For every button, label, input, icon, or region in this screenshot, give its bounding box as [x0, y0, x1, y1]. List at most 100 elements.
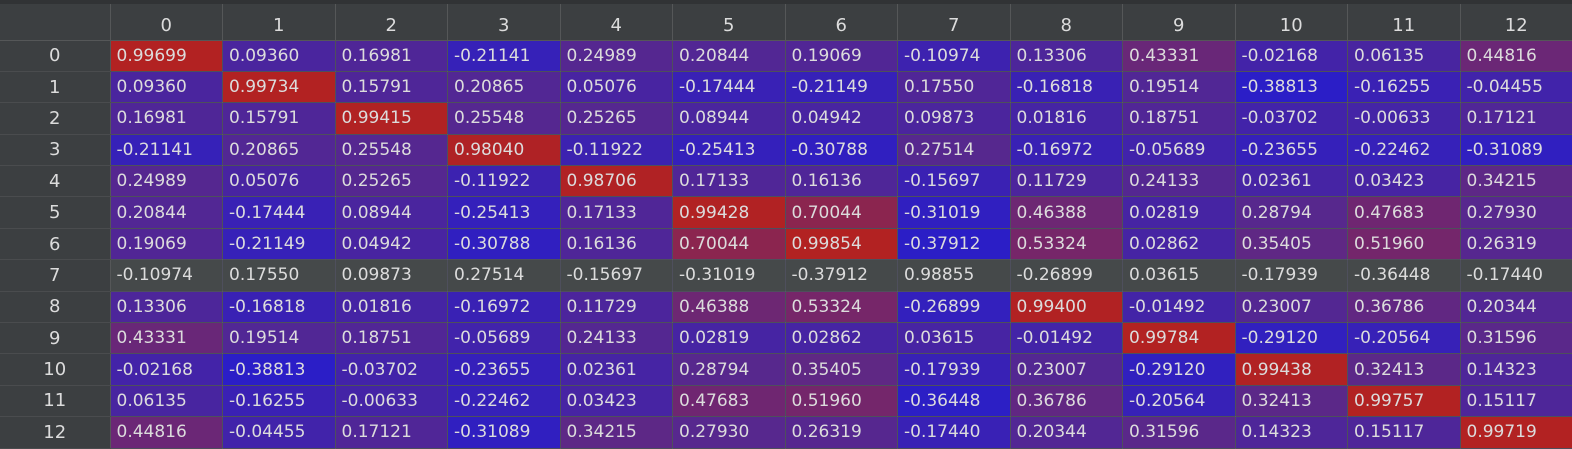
- cell-7-7[interactable]: 0.98855: [897, 259, 1011, 292]
- row-header-5[interactable]: 5: [0, 196, 111, 229]
- column-header-11[interactable]: 11: [1347, 4, 1461, 41]
- cell-4-0[interactable]: 0.24989: [110, 165, 223, 198]
- cell-9-8[interactable]: -0.01492: [1010, 322, 1123, 355]
- cell-9-12[interactable]: 0.31596: [1460, 322, 1572, 355]
- cell-10-9[interactable]: -0.29120: [1122, 353, 1236, 386]
- cell-8-6[interactable]: 0.53324: [785, 291, 898, 324]
- column-header-1[interactable]: 1: [222, 4, 336, 41]
- cell-2-5[interactable]: 0.08944: [672, 102, 786, 135]
- cell-9-11[interactable]: -0.20564: [1347, 322, 1461, 355]
- cell-11-1[interactable]: -0.16255: [222, 385, 336, 418]
- cell-3-9[interactable]: -0.05689: [1122, 134, 1236, 167]
- row-header-12[interactable]: 12: [0, 416, 111, 449]
- cell-5-9[interactable]: 0.02819: [1122, 196, 1236, 229]
- cell-2-3[interactable]: 0.25548: [447, 102, 561, 135]
- cell-10-6[interactable]: 0.35405: [785, 353, 898, 386]
- cell-7-11[interactable]: -0.36448: [1347, 259, 1461, 292]
- column-header-9[interactable]: 9: [1122, 4, 1236, 41]
- cell-3-11[interactable]: -0.22462: [1347, 134, 1461, 167]
- cell-0-8[interactable]: 0.13306: [1010, 40, 1123, 72]
- cell-11-9[interactable]: -0.20564: [1122, 385, 1236, 418]
- cell-4-10[interactable]: 0.02361: [1235, 165, 1348, 198]
- cell-7-2[interactable]: 0.09873: [335, 259, 448, 292]
- cell-8-7[interactable]: -0.26899: [897, 291, 1011, 324]
- cell-0-9[interactable]: 0.43331: [1122, 40, 1236, 72]
- cell-9-5[interactable]: 0.02819: [672, 322, 786, 355]
- cell-12-5[interactable]: 0.27930: [672, 416, 786, 449]
- cell-2-6[interactable]: 0.04942: [785, 102, 898, 135]
- cell-6-10[interactable]: 0.35405: [1235, 228, 1348, 261]
- cell-12-10[interactable]: 0.14323: [1235, 416, 1348, 449]
- cell-12-4[interactable]: 0.34215: [560, 416, 673, 449]
- cell-6-5[interactable]: 0.70044: [672, 228, 786, 261]
- cell-5-4[interactable]: 0.17133: [560, 196, 673, 229]
- cell-11-6[interactable]: 0.51960: [785, 385, 898, 418]
- cell-6-1[interactable]: -0.21149: [222, 228, 336, 261]
- cell-4-9[interactable]: 0.24133: [1122, 165, 1236, 198]
- cell-2-10[interactable]: -0.03702: [1235, 102, 1348, 135]
- cell-6-2[interactable]: 0.04942: [335, 228, 448, 261]
- cell-7-12[interactable]: -0.17440: [1460, 259, 1572, 292]
- cell-10-1[interactable]: -0.38813: [222, 353, 336, 386]
- cell-3-12[interactable]: -0.31089: [1460, 134, 1572, 167]
- cell-7-8[interactable]: -0.26899: [1010, 259, 1123, 292]
- cell-12-3[interactable]: -0.31089: [447, 416, 561, 449]
- cell-10-2[interactable]: -0.03702: [335, 353, 448, 386]
- row-header-6[interactable]: 6: [0, 228, 111, 261]
- cell-2-11[interactable]: -0.00633: [1347, 102, 1461, 135]
- cell-1-3[interactable]: 0.20865: [447, 71, 561, 104]
- cell-5-2[interactable]: 0.08944: [335, 196, 448, 229]
- cell-0-1[interactable]: 0.09360: [222, 40, 336, 72]
- cell-1-8[interactable]: -0.16818: [1010, 71, 1123, 104]
- cell-12-12[interactable]: 0.99719: [1460, 416, 1572, 449]
- cell-0-11[interactable]: 0.06135: [1347, 40, 1461, 72]
- cell-0-5[interactable]: 0.20844: [672, 40, 786, 72]
- cell-10-11[interactable]: 0.32413: [1347, 353, 1461, 386]
- cell-2-4[interactable]: 0.25265: [560, 102, 673, 135]
- column-header-5[interactable]: 5: [672, 4, 786, 41]
- cell-8-9[interactable]: -0.01492: [1122, 291, 1236, 324]
- cell-12-8[interactable]: 0.20344: [1010, 416, 1123, 449]
- cell-4-6[interactable]: 0.16136: [785, 165, 898, 198]
- cell-5-6[interactable]: 0.70044: [785, 196, 898, 229]
- cell-8-4[interactable]: 0.11729: [560, 291, 673, 324]
- cell-5-11[interactable]: 0.47683: [1347, 196, 1461, 229]
- cell-7-9[interactable]: 0.03615: [1122, 259, 1236, 292]
- cell-1-1[interactable]: 0.99734: [222, 71, 336, 104]
- cell-6-7[interactable]: -0.37912: [897, 228, 1011, 261]
- cell-10-12[interactable]: 0.14323: [1460, 353, 1572, 386]
- row-header-8[interactable]: 8: [0, 291, 111, 324]
- cell-0-12[interactable]: 0.44816: [1460, 40, 1572, 72]
- cell-0-0[interactable]: 0.99699: [110, 40, 223, 72]
- cell-4-1[interactable]: 0.05076: [222, 165, 336, 198]
- row-header-1[interactable]: 1: [0, 71, 111, 104]
- cell-4-2[interactable]: 0.25265: [335, 165, 448, 198]
- cell-0-6[interactable]: 0.19069: [785, 40, 898, 72]
- cell-9-9[interactable]: 0.99784: [1122, 322, 1236, 355]
- cell-3-2[interactable]: 0.25548: [335, 134, 448, 167]
- cell-11-8[interactable]: 0.36786: [1010, 385, 1123, 418]
- row-header-7[interactable]: 7: [0, 259, 111, 292]
- column-header-10[interactable]: 10: [1235, 4, 1348, 41]
- cell-2-8[interactable]: 0.01816: [1010, 102, 1123, 135]
- cell-8-12[interactable]: 0.20344: [1460, 291, 1572, 324]
- row-header-4[interactable]: 4: [0, 165, 111, 198]
- cell-8-10[interactable]: 0.23007: [1235, 291, 1348, 324]
- row-header-3[interactable]: 3: [0, 134, 111, 167]
- cell-6-11[interactable]: 0.51960: [1347, 228, 1461, 261]
- cell-1-0[interactable]: 0.09360: [110, 71, 223, 104]
- cell-1-6[interactable]: -0.21149: [785, 71, 898, 104]
- cell-7-5[interactable]: -0.31019: [672, 259, 786, 292]
- cell-0-2[interactable]: 0.16981: [335, 40, 448, 72]
- cell-2-2[interactable]: 0.99415: [335, 102, 448, 135]
- row-header-10[interactable]: 10: [0, 353, 111, 386]
- cell-4-8[interactable]: 0.11729: [1010, 165, 1123, 198]
- cell-3-8[interactable]: -0.16972: [1010, 134, 1123, 167]
- cell-1-11[interactable]: -0.16255: [1347, 71, 1461, 104]
- row-header-11[interactable]: 11: [0, 385, 111, 418]
- cell-1-2[interactable]: 0.15791: [335, 71, 448, 104]
- cell-12-1[interactable]: -0.04455: [222, 416, 336, 449]
- cell-8-0[interactable]: 0.13306: [110, 291, 223, 324]
- cell-5-5[interactable]: 0.99428: [672, 196, 786, 229]
- cell-5-0[interactable]: 0.20844: [110, 196, 223, 229]
